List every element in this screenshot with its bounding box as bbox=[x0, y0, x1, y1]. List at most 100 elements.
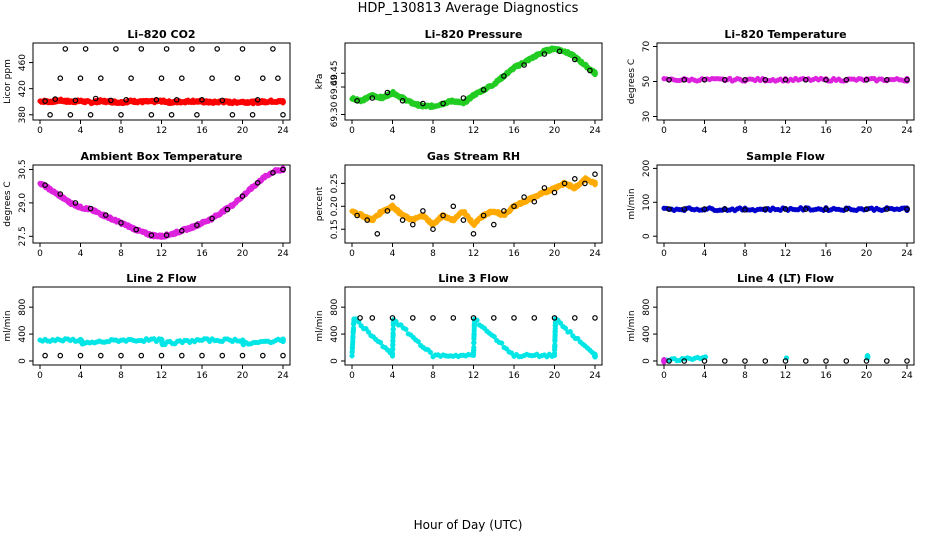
x-tick-label: 4 bbox=[702, 249, 708, 259]
data-point bbox=[863, 358, 870, 364]
open-marker-series bbox=[666, 206, 910, 213]
data-point bbox=[153, 97, 160, 103]
data-point bbox=[701, 206, 708, 212]
data-point bbox=[883, 358, 890, 364]
data-point bbox=[491, 334, 497, 340]
data-point bbox=[199, 352, 205, 359]
y-tick-label: 30 bbox=[642, 111, 652, 123]
data-point bbox=[168, 112, 175, 118]
data-point bbox=[531, 198, 538, 205]
data-point bbox=[42, 182, 48, 188]
data-point bbox=[254, 97, 261, 103]
panel-4: Ambient Box Temperature degrees C 0 4 8 12 16 2… bbox=[3, 150, 291, 259]
panel-frame bbox=[656, 42, 915, 121]
x-tick-label: 12 bbox=[468, 126, 479, 136]
data-point bbox=[721, 358, 728, 364]
data-point bbox=[374, 231, 381, 237]
data-point bbox=[189, 46, 195, 52]
x-tick-label: 20 bbox=[861, 371, 873, 381]
x-tick-label: 24 bbox=[589, 126, 601, 136]
panel-frame bbox=[32, 164, 291, 244]
data-point bbox=[802, 358, 809, 364]
x-tick-label: 8 bbox=[118, 371, 124, 381]
x-tick-label: 16 bbox=[820, 126, 832, 136]
x-tick-label: 16 bbox=[196, 249, 208, 259]
open-marker-series bbox=[42, 46, 286, 118]
y-tick-label: 400 bbox=[642, 325, 652, 342]
data-point bbox=[571, 315, 578, 321]
x-tick-label: 12 bbox=[156, 371, 167, 381]
y-tick-label: 800 bbox=[642, 298, 652, 315]
data-point bbox=[883, 206, 890, 212]
data-point bbox=[521, 194, 527, 200]
data-point bbox=[389, 194, 396, 200]
data-point bbox=[762, 358, 769, 364]
data-point bbox=[72, 97, 79, 104]
data-point bbox=[399, 98, 406, 104]
x-tick-label: 0 bbox=[661, 126, 667, 136]
data-point bbox=[57, 352, 64, 359]
data-point bbox=[214, 46, 221, 52]
open-marker-series bbox=[42, 352, 286, 359]
x-tick-label: 8 bbox=[118, 249, 124, 259]
data-point bbox=[843, 206, 850, 212]
data-point bbox=[229, 112, 236, 118]
y-tick-label: 0 bbox=[330, 358, 340, 364]
x-tick-label: 20 bbox=[549, 249, 561, 259]
x-tick-label: 4 bbox=[702, 371, 708, 381]
panel-frame bbox=[344, 164, 603, 244]
panel-title: Ambient Box Temperature bbox=[81, 150, 243, 163]
panel-title: Gas Stream RH bbox=[427, 150, 520, 163]
data-point bbox=[52, 96, 59, 102]
data-point bbox=[369, 315, 376, 321]
data-point bbox=[209, 215, 215, 222]
y-tick-label: 420 bbox=[18, 80, 28, 97]
data-point bbox=[592, 171, 598, 178]
x-tick-label: 20 bbox=[549, 126, 561, 136]
dense-series bbox=[349, 316, 598, 360]
data-point bbox=[587, 67, 593, 74]
data-point bbox=[158, 75, 165, 82]
data-point bbox=[883, 77, 890, 83]
panel-title: Li–820 CO2 bbox=[127, 28, 195, 41]
data-point bbox=[354, 98, 360, 104]
data-point bbox=[843, 77, 850, 83]
data-point bbox=[742, 358, 748, 364]
y-tick-label: 0.25 bbox=[330, 173, 340, 193]
x-tick-label: 12 bbox=[468, 249, 479, 259]
data-point bbox=[420, 208, 426, 214]
x-tick-label: 12 bbox=[156, 126, 167, 136]
data-point bbox=[87, 205, 94, 212]
y-axis-label: ml/min bbox=[3, 310, 13, 341]
data-point bbox=[511, 203, 517, 210]
y-axis-label: ml/min bbox=[315, 310, 325, 341]
y-axis-label: kPa bbox=[315, 74, 325, 90]
data-point bbox=[118, 220, 124, 226]
data-point bbox=[666, 77, 672, 83]
data-point bbox=[592, 315, 598, 321]
dense-series bbox=[661, 357, 667, 365]
data-point bbox=[179, 75, 185, 82]
x-tick-label: 24 bbox=[901, 371, 913, 381]
panel-8: Line 3 Flow ml/min 0 4 8 12 16 20 24 0 400 800 bbox=[315, 272, 603, 381]
x-tick-label: 8 bbox=[430, 371, 436, 381]
data-point bbox=[415, 339, 421, 345]
data-point bbox=[384, 89, 391, 96]
x-tick-label: 12 bbox=[780, 126, 791, 136]
panel-5: Gas Stream RH percent 0 4 8 12 16 20 24 0.15 0.20 0… bbox=[315, 150, 603, 259]
data-point bbox=[863, 77, 870, 83]
x-tick-label: 8 bbox=[430, 249, 436, 259]
x-tick-label: 24 bbox=[901, 126, 913, 136]
data-point bbox=[270, 170, 276, 176]
x-tick-label: 4 bbox=[390, 249, 396, 259]
open-marker-series bbox=[354, 48, 593, 107]
data-point bbox=[471, 344, 477, 351]
data-point bbox=[460, 95, 467, 101]
y-tick-label: 27.5 bbox=[18, 226, 28, 246]
data-point bbox=[440, 212, 446, 219]
data-point bbox=[863, 206, 870, 212]
dense-series bbox=[37, 336, 286, 348]
data-point bbox=[661, 357, 667, 363]
data-point bbox=[67, 112, 74, 118]
data-point bbox=[77, 75, 84, 82]
